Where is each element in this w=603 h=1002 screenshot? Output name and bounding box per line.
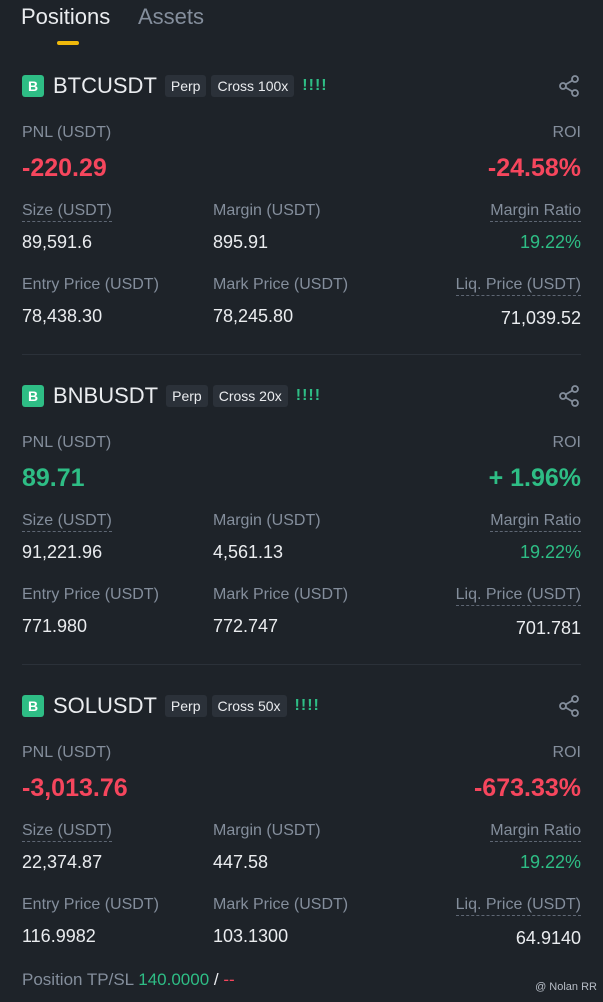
- pnl-value: 89.71: [22, 464, 85, 492]
- size-value: 91,221.96: [22, 542, 103, 562]
- margin-mode-tag[interactable]: Cross 20x: [212, 385, 288, 407]
- risk-bars-icon: !!!!: [295, 387, 322, 404]
- liq-price-value: 701.781: [515, 618, 581, 638]
- margin-label: Margin (USDT): [213, 822, 321, 839]
- entry-price-value: 116.9982: [22, 926, 96, 946]
- card-divider: [22, 664, 581, 665]
- roi-label: ROI: [552, 124, 581, 141]
- margin-label: Margin (USDT): [213, 512, 321, 529]
- margin-ratio-value: 19.22%: [519, 542, 581, 562]
- liq-price-label[interactable]: Liq. Price (USDT): [455, 586, 581, 606]
- position-symbol[interactable]: BNBUSDT: [53, 383, 159, 408]
- liq-price-label[interactable]: Liq. Price (USDT): [455, 896, 581, 916]
- mark-price-value: 772.747: [213, 616, 279, 636]
- size-value: 89,591.6: [22, 232, 93, 252]
- contract-type-tag: Perp: [164, 75, 207, 97]
- watermark: @ Nolan RR: [535, 981, 597, 993]
- tpsl-label: Position TP/SL: [22, 970, 134, 989]
- entry-price-label: Entry Price (USDT): [22, 586, 159, 603]
- position-header: B SOLUSDT Perp Cross 50x !!!!: [22, 692, 320, 720]
- entry-price-label: Entry Price (USDT): [22, 276, 159, 293]
- margin-mode-tag[interactable]: Cross 50x: [211, 695, 287, 717]
- position-card-solusdt: B SOLUSDT Perp Cross 50x !!!! PNL (USDT)…: [0, 692, 603, 1002]
- contract-type-tag: Perp: [164, 695, 207, 717]
- roi-value: + 1.96%: [488, 464, 581, 492]
- mark-price-value: 78,245.80: [213, 306, 294, 326]
- margin-ratio-label[interactable]: Margin Ratio: [490, 202, 581, 222]
- mark-price-value: 103.1300: [213, 926, 289, 946]
- pnl-label: PNL (USDT): [22, 434, 112, 451]
- mark-price-label: Mark Price (USDT): [213, 896, 349, 913]
- mark-price-label: Mark Price (USDT): [213, 276, 349, 293]
- risk-bars-icon: !!!!: [302, 77, 328, 94]
- margin-value: 4,561.13: [213, 542, 284, 562]
- sl-value: --: [223, 970, 235, 989]
- pnl-value: -3,013.76: [22, 774, 128, 802]
- pnl-label: PNL (USDT): [22, 124, 112, 141]
- position-card-btcusdt: B BTCUSDT Perp Cross 100x !!!! PNL (USDT…: [0, 72, 603, 382]
- size-label[interactable]: Size (USDT): [22, 202, 112, 222]
- margin-value: 447.58: [213, 852, 269, 872]
- roi-label: ROI: [552, 744, 581, 761]
- position-tpsl[interactable]: Position TP/SL 140.0000 / --: [22, 970, 235, 990]
- size-value: 22,374.87: [22, 852, 103, 872]
- liq-price-value: 64.9140: [515, 928, 581, 948]
- binance-badge-icon: B: [22, 385, 44, 407]
- margin-ratio-label[interactable]: Margin Ratio: [490, 512, 581, 532]
- entry-price-value: 771.980: [22, 616, 88, 636]
- size-label[interactable]: Size (USDT): [22, 512, 112, 532]
- contract-type-tag: Perp: [166, 385, 208, 407]
- roi-value: -673.33%: [473, 774, 581, 802]
- entry-price-label: Entry Price (USDT): [22, 896, 159, 913]
- margin-value: 895.91: [213, 232, 269, 252]
- share-icon[interactable]: [557, 384, 581, 408]
- risk-bars-icon: !!!!: [294, 697, 320, 714]
- position-header: B BTCUSDT Perp Cross 100x !!!!: [22, 72, 328, 100]
- binance-badge-icon: B: [22, 75, 44, 97]
- tpsl-separator: /: [213, 970, 219, 989]
- tab-assets[interactable]: Assets: [138, 4, 205, 29]
- liq-price-label[interactable]: Liq. Price (USDT): [455, 276, 581, 296]
- tab-positions[interactable]: Positions: [21, 4, 111, 29]
- margin-ratio-value: 19.22%: [519, 852, 581, 872]
- position-card-bnbusdt: B BNBUSDT Perp Cross 20x !!!! PNL (USDT)…: [0, 382, 603, 692]
- entry-price-value: 78,438.30: [22, 306, 103, 326]
- share-icon[interactable]: [557, 694, 581, 718]
- tab-bar: Positions Assets: [0, 0, 603, 48]
- margin-ratio-label[interactable]: Margin Ratio: [490, 822, 581, 842]
- position-symbol[interactable]: SOLUSDT: [53, 693, 157, 718]
- mark-price-label: Mark Price (USDT): [213, 586, 349, 603]
- binance-badge-icon: B: [22, 695, 44, 717]
- active-tab-indicator: [57, 41, 79, 45]
- size-label[interactable]: Size (USDT): [22, 822, 112, 842]
- tp-value: 140.0000: [138, 970, 210, 989]
- margin-mode-tag[interactable]: Cross 100x: [211, 75, 295, 97]
- share-icon[interactable]: [557, 74, 581, 98]
- roi-label: ROI: [552, 434, 581, 451]
- position-header: B BNBUSDT Perp Cross 20x !!!!: [22, 382, 321, 410]
- margin-ratio-value: 19.22%: [519, 232, 581, 252]
- pnl-value: -220.29: [22, 154, 107, 182]
- margin-label: Margin (USDT): [213, 202, 321, 219]
- card-divider: [22, 354, 581, 355]
- pnl-label: PNL (USDT): [22, 744, 112, 761]
- position-symbol[interactable]: BTCUSDT: [53, 73, 157, 98]
- roi-value: -24.58%: [487, 154, 581, 182]
- liq-price-value: 71,039.52: [500, 308, 581, 328]
